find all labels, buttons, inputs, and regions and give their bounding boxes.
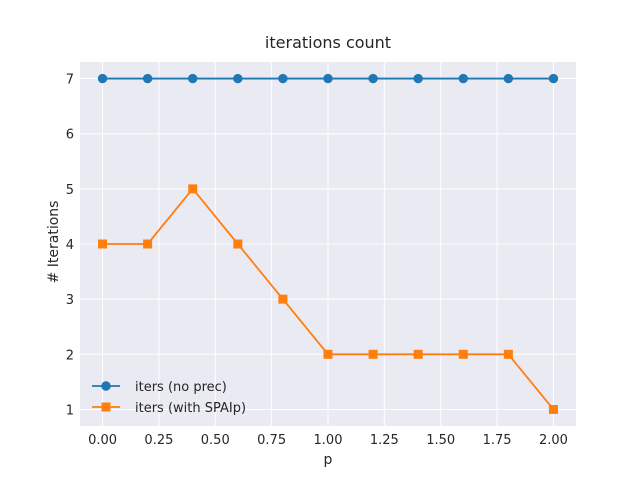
x-tick-label: 1.50 — [426, 433, 455, 448]
y-axis-label: # Iterations — [46, 201, 62, 284]
data-point — [413, 73, 423, 84]
x-tick-label: 0.00 — [88, 433, 117, 448]
y-tick-label: 1 — [66, 403, 74, 418]
data-point — [278, 73, 288, 84]
x-tick-label: 1.75 — [483, 433, 512, 448]
y-tick-label: 4 — [66, 238, 74, 253]
legend: iters (no prec) iters (with SPAIp) — [92, 380, 246, 416]
chart-title: iterations count — [265, 33, 391, 52]
x-tick-label: 1.00 — [314, 433, 343, 448]
data-point — [323, 349, 333, 359]
data-point — [97, 73, 108, 84]
data-point — [413, 349, 423, 359]
data-point — [548, 404, 558, 414]
legend-marker — [101, 402, 111, 412]
legend-label: iters (with SPAIp) — [135, 401, 246, 416]
data-point — [98, 239, 108, 249]
x-tick-label: 1.25 — [370, 433, 399, 448]
x-axis-label: p — [324, 452, 333, 468]
series-1 — [98, 184, 558, 414]
data-point — [188, 73, 198, 84]
data-point — [548, 73, 559, 84]
legend-item: iters (with SPAIp) — [92, 401, 246, 416]
data-point — [458, 349, 468, 359]
x-tick-label: 0.50 — [201, 433, 230, 448]
data-point — [233, 73, 243, 84]
data-point — [188, 184, 198, 194]
data-point — [503, 73, 514, 84]
legend-marker — [101, 381, 111, 391]
legend-label: iters (no prec) — [135, 380, 227, 395]
data-point — [368, 73, 378, 84]
y-tick-label: 7 — [66, 73, 74, 88]
data-point — [368, 349, 378, 359]
y-tick-label: 5 — [66, 183, 74, 198]
data-point — [323, 73, 333, 84]
x-tick-label: 2.00 — [539, 433, 568, 448]
tick-labels: 0.00 0.25 0.50 0.75 1.00 1.25 1.50 1.75 2.00 1 2 3 4… — [66, 73, 568, 448]
data-point — [458, 73, 468, 84]
data-point — [143, 239, 153, 249]
x-tick-label: 0.75 — [257, 433, 286, 448]
y-tick-label: 2 — [66, 348, 74, 363]
data-point — [233, 239, 243, 249]
data-point — [278, 294, 288, 304]
y-tick-label: 6 — [66, 128, 74, 143]
data-point — [142, 73, 153, 84]
data-point — [503, 349, 513, 359]
series-0 — [97, 73, 559, 84]
x-tick-label: 0.25 — [144, 433, 173, 448]
y-tick-label: 3 — [66, 293, 74, 308]
series-layer — [97, 73, 559, 414]
legend-item: iters (no prec) — [92, 380, 227, 395]
